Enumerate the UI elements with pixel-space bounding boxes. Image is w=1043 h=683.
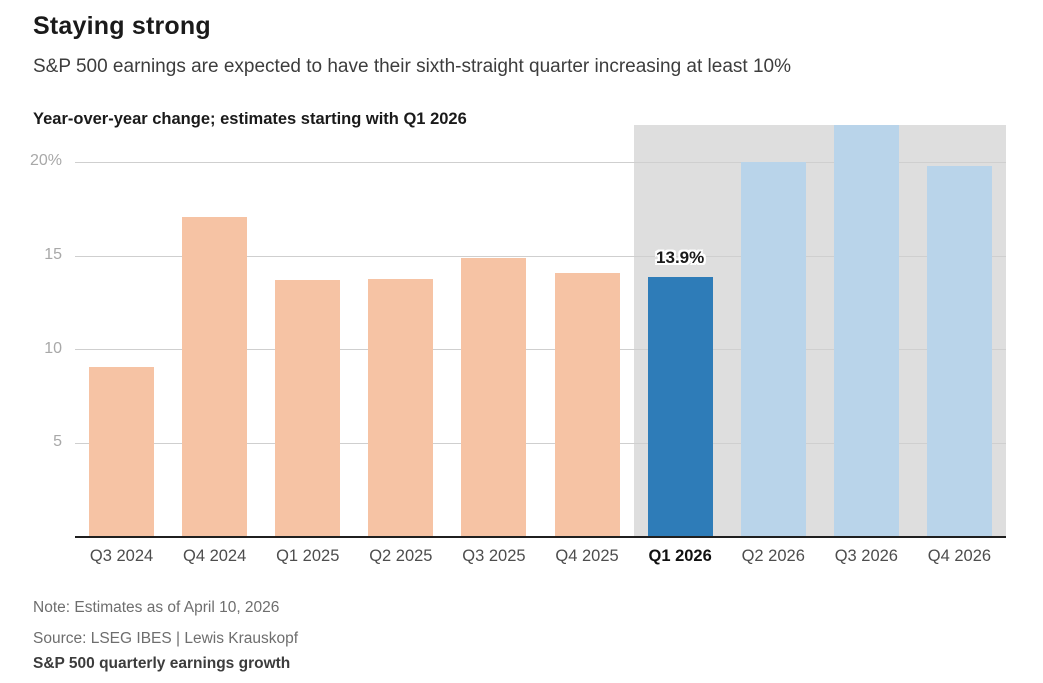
source-text: Source: LSEG IBES | Lewis Krauskopf [33, 630, 299, 647]
page-title: Staying strong [33, 12, 211, 40]
x-axis-label: Q4 2025 [555, 547, 619, 565]
grid-line [75, 255, 1006, 257]
bar [182, 216, 248, 537]
bar [833, 125, 899, 537]
x-axis-label: Q1 2026 [648, 547, 712, 565]
x-axis-label: Q2 2025 [369, 547, 433, 565]
bar [926, 166, 992, 537]
bar [89, 366, 155, 537]
x-axis-label: Q3 2024 [89, 547, 154, 565]
x-axis-label: Q3 2026 [834, 547, 898, 565]
x-axis-label: Q2 2026 [741, 547, 805, 565]
chart-tagline: S&P 500 quarterly earnings growth [33, 655, 291, 672]
grid-line [75, 442, 1006, 444]
x-axis-label: Q1 2025 [276, 547, 340, 565]
y-tick-label: 15 [44, 246, 62, 264]
bar [461, 257, 527, 537]
bar [647, 276, 713, 537]
chart-subtitle: S&P 500 earnings are expected to have th… [33, 56, 791, 77]
axis-units-kicker: Year-over-year change; estimates startin… [33, 110, 467, 128]
grid-line [75, 349, 1006, 351]
y-tick-label: 10 [44, 339, 62, 357]
y-tick-label: 20% [29, 152, 62, 170]
bar [740, 162, 806, 537]
grid-line [75, 161, 1006, 163]
note-text: Note: Estimates as of April 10, 2026 [33, 599, 280, 616]
x-axis-label: Q4 2024 [182, 547, 247, 565]
bar-value-label: 13.9% [656, 247, 705, 267]
y-tick-label: 5 [53, 433, 62, 451]
bar [368, 278, 434, 537]
x-axis-label: Q3 2025 [462, 547, 526, 565]
bar [275, 280, 341, 537]
bar [554, 272, 620, 537]
x-axis-line [75, 536, 1006, 538]
x-axis-label: Q4 2026 [927, 547, 992, 565]
